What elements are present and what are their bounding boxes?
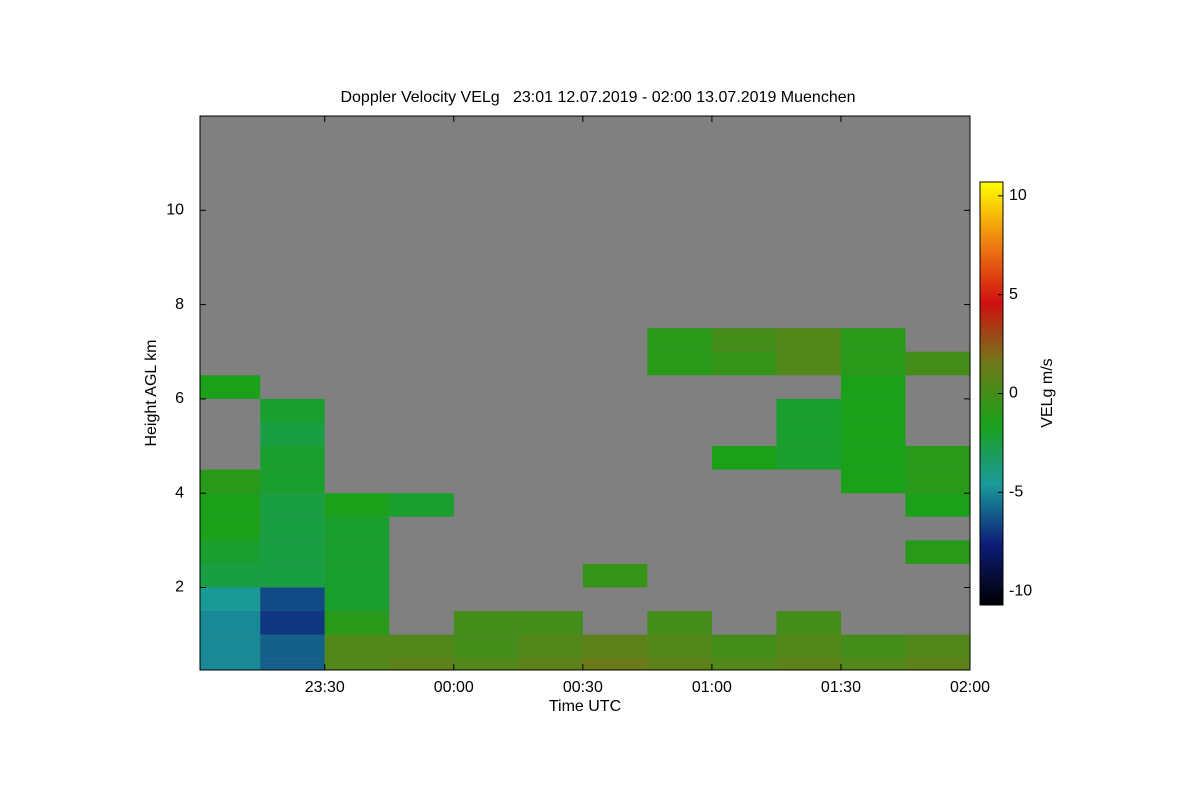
heat-cell xyxy=(324,658,390,670)
heat-cell xyxy=(260,446,325,470)
x-axis-label: Time UTC xyxy=(549,698,621,715)
colorbar-tick-label: 10 xyxy=(1009,187,1027,204)
heat-cell xyxy=(840,634,906,659)
heat-cell xyxy=(776,634,841,659)
heat-cell xyxy=(324,563,390,588)
heat-cell xyxy=(260,398,325,423)
y-axis-label: Height AGL km xyxy=(143,339,160,446)
heat-cell xyxy=(260,658,325,670)
plot-area xyxy=(200,116,970,670)
heat-cell xyxy=(840,375,906,399)
x-tick-label: 02:00 xyxy=(950,679,990,696)
heat-cell xyxy=(582,563,648,588)
heat-cell xyxy=(905,540,970,564)
heat-cell xyxy=(200,516,261,541)
heat-cell xyxy=(260,634,325,659)
y-tick-label: 10 xyxy=(166,202,184,219)
heat-cell xyxy=(776,611,841,635)
heat-cell xyxy=(776,422,841,447)
heat-cell xyxy=(711,351,777,376)
heat-cell xyxy=(324,587,390,612)
heat-cell xyxy=(582,658,648,670)
heat-cell xyxy=(711,446,777,470)
heat-cell xyxy=(840,328,906,352)
heat-cell xyxy=(840,398,906,423)
heat-cell xyxy=(324,634,390,659)
heat-cell xyxy=(260,611,325,635)
heat-cell xyxy=(389,658,454,670)
heat-cell xyxy=(776,446,841,470)
heat-cell xyxy=(840,469,906,494)
x-tick-label: 01:00 xyxy=(692,679,732,696)
heat-cell xyxy=(905,493,970,517)
heat-cell xyxy=(200,540,261,564)
heat-cell xyxy=(776,658,841,670)
heat-cell xyxy=(905,351,970,376)
heat-cell xyxy=(647,658,712,670)
x-tick-label: 00:00 xyxy=(434,679,474,696)
y-tick-label: 4 xyxy=(175,484,184,501)
heat-cell xyxy=(200,375,261,399)
x-tick-label: 00:30 xyxy=(563,679,603,696)
heat-cell xyxy=(582,634,648,659)
heat-cell xyxy=(518,634,583,659)
heat-cell xyxy=(324,516,390,541)
colorbar-tick-label: -10 xyxy=(1009,582,1032,599)
colorbar-tick-label: 0 xyxy=(1009,385,1018,402)
heat-cell xyxy=(324,493,390,517)
heat-cell xyxy=(200,587,261,612)
heat-cell xyxy=(776,328,841,352)
heat-cell xyxy=(260,469,325,494)
colorbar-tick-label: 5 xyxy=(1009,286,1018,303)
heat-cell xyxy=(200,493,261,517)
heat-cell xyxy=(260,563,325,588)
heat-cell xyxy=(905,634,970,659)
heat-cell xyxy=(905,446,970,470)
colorbar-label: VELg m/s xyxy=(1039,358,1056,427)
x-tick-label: 01:30 xyxy=(821,679,861,696)
y-tick-label: 6 xyxy=(175,390,184,407)
heat-cell xyxy=(453,611,519,635)
heat-cell xyxy=(776,398,841,423)
heat-cell xyxy=(840,658,906,670)
heat-cell xyxy=(260,516,325,541)
heat-cell xyxy=(324,540,390,564)
heat-cell xyxy=(711,634,777,659)
heat-cell xyxy=(453,634,519,659)
heat-cell xyxy=(518,611,583,635)
plot-frame xyxy=(199,115,971,671)
heat-cell xyxy=(711,328,777,352)
heat-cell xyxy=(389,634,454,659)
heat-cell xyxy=(324,611,390,635)
heat-cell xyxy=(647,328,712,352)
heat-cell xyxy=(647,634,712,659)
heat-cell xyxy=(711,658,777,670)
heat-cell xyxy=(518,658,583,670)
heat-cell xyxy=(200,658,261,670)
heat-cell xyxy=(260,493,325,517)
colorbar-tick-label: -5 xyxy=(1009,484,1023,501)
heat-cell xyxy=(200,469,261,494)
heat-cell xyxy=(200,611,261,635)
heat-cell xyxy=(647,351,712,376)
heat-cell xyxy=(260,540,325,564)
heat-cell xyxy=(453,658,519,670)
heat-cell xyxy=(647,611,712,635)
heat-cell xyxy=(260,587,325,612)
heat-cell xyxy=(200,634,261,659)
heat-cell xyxy=(905,658,970,670)
heat-cell xyxy=(389,493,454,517)
heat-cell xyxy=(776,351,841,376)
heat-cell xyxy=(840,351,906,376)
heat-cell xyxy=(200,563,261,588)
y-tick-label: 2 xyxy=(175,579,184,596)
heat-cell xyxy=(840,422,906,447)
y-tick-label: 8 xyxy=(175,296,184,313)
x-tick-label: 23:30 xyxy=(305,679,345,696)
chart-title: Doppler Velocity VELg 23:01 12.07.2019 -… xyxy=(340,89,855,106)
heat-cell xyxy=(840,446,906,470)
heat-cell xyxy=(905,469,970,494)
heat-cell xyxy=(260,422,325,447)
